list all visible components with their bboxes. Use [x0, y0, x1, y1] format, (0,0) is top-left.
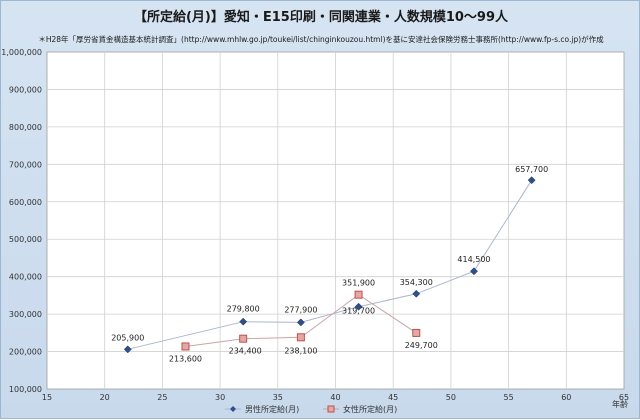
marker-male [123, 345, 132, 354]
y-tick-label: 300,000 [9, 310, 42, 319]
x-tick-label: 40 [330, 393, 340, 402]
legend-marker-male [230, 406, 236, 412]
y-tick-label: 400,000 [9, 273, 42, 282]
y-tick-label: 700,000 [9, 160, 42, 169]
x-axis-label: 年齢 [612, 399, 628, 409]
marker-female [412, 328, 421, 337]
marker-male [296, 318, 305, 327]
chart-subtitle: ＊H28年「厚労省賃金構造基本統計調査」(http://www.mhlw.go.… [38, 34, 604, 44]
series [123, 176, 536, 354]
y-tick-label: 200,000 [9, 348, 42, 357]
data-label: 234,400 [229, 347, 262, 356]
marker-male [470, 267, 478, 276]
chart-title: 【所定給(月)】愛知・E15印刷・同関連業・人数規模10～99人 [134, 9, 509, 25]
data-label: 279,800 [227, 305, 260, 314]
y-tick-label: 500,000 [9, 235, 42, 244]
x-tick-label: 60 [561, 393, 571, 402]
y-tick-label: 600,000 [9, 198, 42, 207]
data-label: 354,300 [400, 278, 433, 287]
y-tick-label: 800,000 [9, 123, 42, 132]
legend-label: 男性所定給(月) [245, 404, 299, 414]
data-label: 238,100 [284, 346, 317, 355]
legend-marker-female [327, 405, 335, 413]
data-label: 657,700 [515, 165, 548, 174]
grid [47, 52, 624, 389]
data-label: 351,900 [342, 279, 375, 288]
x-tick-label: 50 [446, 393, 456, 402]
marker-male [412, 289, 421, 298]
x-tick-label: 30 [215, 393, 225, 402]
legend-label: 女性所定給(月) [343, 404, 397, 414]
data-label: 414,500 [457, 255, 490, 264]
y-tick-label: 1,000,000 [1, 48, 42, 57]
data-labels: 205,900 279,800 277,900 319,700 354,300 414,5… [111, 165, 548, 363]
data-label: 319,700 [342, 307, 375, 316]
x-tick-label: 15 [42, 393, 52, 402]
data-label: 277,900 [284, 305, 317, 314]
marker-female [354, 290, 363, 299]
data-label: 205,900 [111, 333, 144, 342]
x-tick-label: 35 [273, 393, 283, 402]
x-tick-label: 25 [157, 393, 167, 402]
y-tick-label: 900,000 [9, 85, 42, 94]
data-label: 249,700 [405, 341, 438, 350]
x-tick-label: 45 [388, 393, 398, 402]
x-tick-label: 65 [619, 393, 629, 402]
marker-male [527, 176, 536, 185]
x-tick-label: 20 [100, 393, 110, 402]
marker-female [296, 333, 305, 342]
y-tick-label: 100,000 [9, 385, 42, 394]
marker-male [239, 317, 248, 326]
marker-female [239, 334, 248, 343]
marker-male [354, 302, 363, 311]
axis-ticks: 100,000 200,000 300,000 400,000 500,000 600,0… [1, 48, 629, 402]
x-tick-label: 55 [504, 393, 514, 402]
marker-female [181, 342, 190, 351]
legend: 男性所定給(月) 女性所定給(月) [225, 404, 397, 414]
data-label: 213,600 [169, 354, 202, 363]
